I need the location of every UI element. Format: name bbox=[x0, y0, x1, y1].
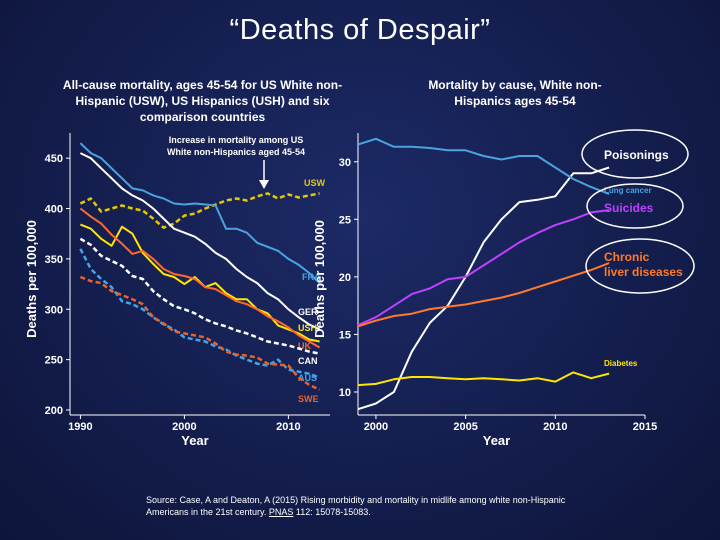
annotation-text: Increase in mortality among US bbox=[169, 135, 304, 145]
left-y-tick-label: 400 bbox=[45, 204, 63, 216]
left-y-axis-label: Deaths per 100,000 bbox=[24, 220, 39, 338]
highlight-oval-suicides bbox=[586, 183, 684, 229]
series-line-diabetes bbox=[357, 371, 610, 387]
highlight-oval-poisonings bbox=[581, 129, 689, 179]
series-line-swe bbox=[79, 275, 321, 391]
left-x-tick-label: 2010 bbox=[276, 421, 300, 433]
right-x-tick-label: 2005 bbox=[453, 421, 477, 433]
series-label-uk: UK bbox=[298, 341, 311, 351]
right-y-tick-label: 10 bbox=[339, 387, 351, 399]
series-label-usw: USW bbox=[304, 178, 326, 188]
source-citation: Source: Case, A and Deaton, A (2015) Ris… bbox=[146, 494, 566, 518]
series-line-ger bbox=[79, 152, 321, 331]
left-x-tick-label: 1990 bbox=[68, 421, 92, 433]
series-label-suicides: Suicides bbox=[604, 201, 654, 215]
left-y-tick-label: 250 bbox=[45, 355, 63, 367]
right-x-tick-label: 2015 bbox=[633, 421, 657, 433]
left-y-tick-label: 300 bbox=[45, 304, 63, 316]
highlight-oval-liver bbox=[585, 238, 695, 294]
right-x-tick-label: 2010 bbox=[543, 421, 567, 433]
right-y-axis-label: Deaths per 100,000 bbox=[312, 220, 327, 338]
series-label-swe: SWE bbox=[298, 394, 319, 404]
right-y-tick-label: 15 bbox=[339, 329, 351, 341]
series-label-can: CAN bbox=[298, 356, 318, 366]
series-label-lung-cancer: Lung cancer bbox=[604, 186, 652, 195]
left-chart-title: All-cause mortality, ages 45-54 for US W… bbox=[62, 78, 343, 124]
series-line-can bbox=[79, 237, 320, 355]
right-y-tick-label: 25 bbox=[339, 214, 351, 226]
series-line-lung-cancer bbox=[357, 137, 610, 195]
source-text: Source: Case, A and Deaton, A (2015) Ris… bbox=[146, 495, 566, 517]
series-label-chronic-liver-diseases-line2: liver diseases bbox=[604, 265, 683, 279]
series-line-fra bbox=[79, 142, 321, 284]
slide-title: “Deaths of Despair” bbox=[229, 14, 491, 46]
right-y-tick-label: 20 bbox=[339, 272, 351, 284]
right-y-tick-label: 30 bbox=[339, 157, 351, 169]
series-line-usw bbox=[79, 192, 320, 229]
left-x-axis-label: Year bbox=[181, 433, 208, 448]
series-line-aus bbox=[79, 248, 321, 379]
series-label-ush: USH bbox=[298, 323, 317, 333]
right-x-axis-label: Year bbox=[483, 433, 510, 448]
left-y-tick-label: 350 bbox=[45, 254, 63, 266]
series-label-poisonings: Poisonings bbox=[604, 148, 669, 162]
right-x-tick-label: 2000 bbox=[364, 421, 388, 433]
series-line-chronic-liver-diseases bbox=[357, 262, 610, 328]
source-pages: 112: 15078-15083. bbox=[293, 507, 371, 517]
right-plot-area bbox=[358, 133, 645, 415]
series-label-ger: GER bbox=[298, 307, 318, 317]
left-x-tick-label: 2000 bbox=[172, 421, 196, 433]
series-label-diabetes: Diabetes bbox=[604, 359, 638, 368]
series-line-uk bbox=[79, 207, 321, 349]
annotation-arrowhead bbox=[259, 180, 269, 189]
right-chart-title: Mortality by cause, White non-Hispanics … bbox=[428, 78, 602, 108]
series-label-fra: FRA bbox=[302, 272, 321, 282]
left-y-tick-label: 450 bbox=[45, 153, 63, 165]
left-y-tick-label: 200 bbox=[45, 405, 63, 417]
series-label-chronic-liver-diseases: Chronic bbox=[604, 250, 650, 264]
series-line-suicides bbox=[357, 209, 610, 327]
series-label-aus: AUS bbox=[298, 373, 317, 383]
source-journal-link[interactable]: PNAS bbox=[268, 507, 294, 517]
annotation-text-line2: White non-Hispanics aged 45-54 bbox=[167, 147, 305, 157]
